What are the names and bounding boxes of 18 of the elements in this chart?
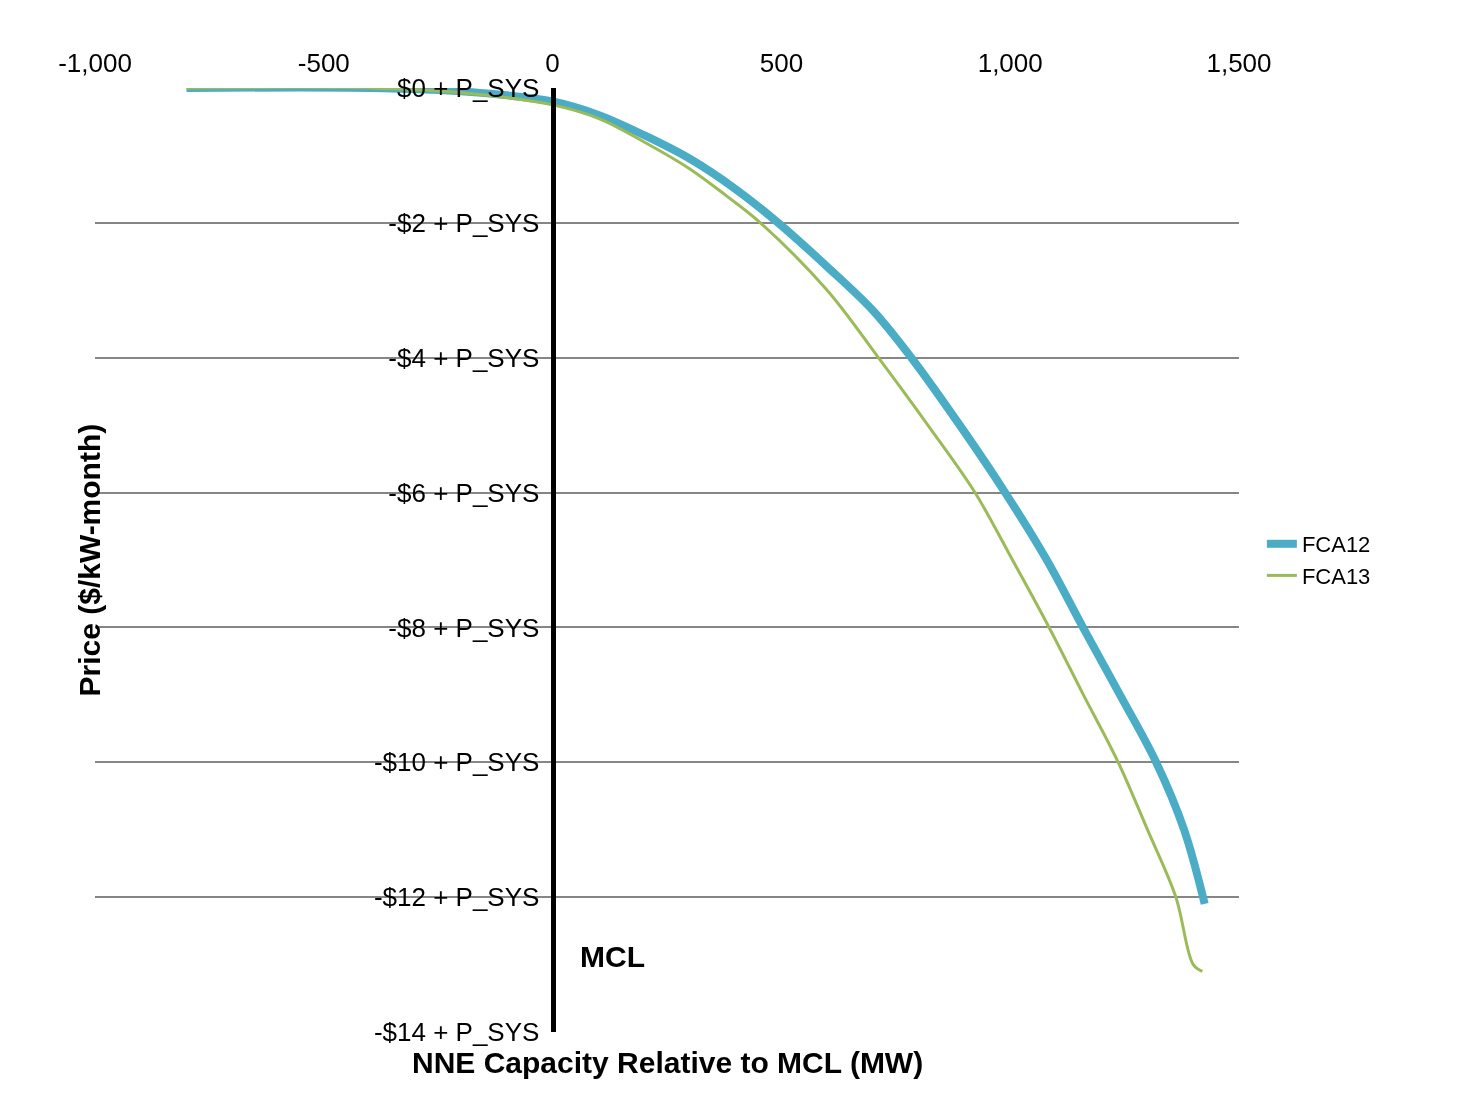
x-tick-label: 1,500: [1206, 47, 1272, 78]
y-tick-label: -$2 + P_SYS: [388, 207, 540, 238]
y-axis-title: Price ($/kW-month): [72, 423, 106, 697]
y-tick-label: -$10 + P_SYS: [373, 747, 540, 778]
x-tick-label: 500: [759, 47, 804, 78]
legend-label: FCA12: [1301, 532, 1371, 558]
x-axis-title: NNE Capacity Relative to MCL (MW): [412, 1046, 924, 1079]
x-tick-label: -500: [297, 47, 350, 78]
x-tick-label: -1,000: [58, 47, 132, 78]
y-tick-label: -$12 + P_SYS: [373, 882, 540, 913]
y-tick-label: -$8 + P_SYS: [388, 612, 540, 643]
y-tick-label: -$4 + P_SYS: [388, 342, 540, 373]
x-tick-label: 1,000: [977, 47, 1043, 78]
y-tick-label: -$14 + P_SYS: [373, 1017, 540, 1048]
y-tick-label: -$6 + P_SYS: [388, 477, 540, 508]
annotation: MCL: [580, 940, 645, 973]
legend-label: FCA13: [1301, 563, 1371, 589]
x-tick-label: 0: [545, 47, 560, 78]
